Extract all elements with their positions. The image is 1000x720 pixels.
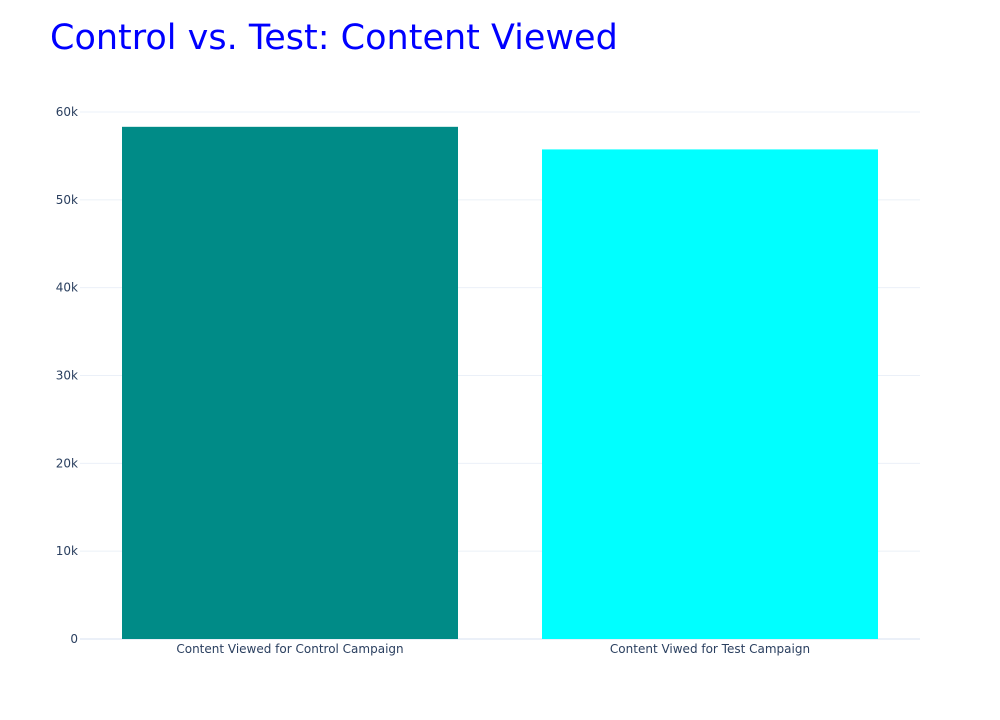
bar-control-campaign[interactable] <box>122 126 458 639</box>
x-axis-ticks: Content Viewed for Control Campaign Conte… <box>176 642 810 656</box>
y-tick-label: 50k <box>56 193 78 207</box>
x-tick-label: Content Viewed for Control Campaign <box>176 642 403 656</box>
y-tick-label: 30k <box>56 369 78 383</box>
y-tick-label: 20k <box>56 456 78 470</box>
bars <box>122 126 878 640</box>
x-tick-label: Content Viwed for Test Campaign <box>610 642 810 656</box>
y-tick-label: 0 <box>70 632 78 646</box>
bar-test-campaign[interactable] <box>542 149 878 640</box>
y-tick-label: 60k <box>56 105 78 119</box>
y-axis-ticks: 0 10k 20k 30k 40k 50k 60k <box>56 105 78 646</box>
chart-title: Control vs. Test: Content Viewed <box>50 18 618 58</box>
y-tick-label: 40k <box>56 281 78 295</box>
y-tick-label: 10k <box>56 544 78 558</box>
